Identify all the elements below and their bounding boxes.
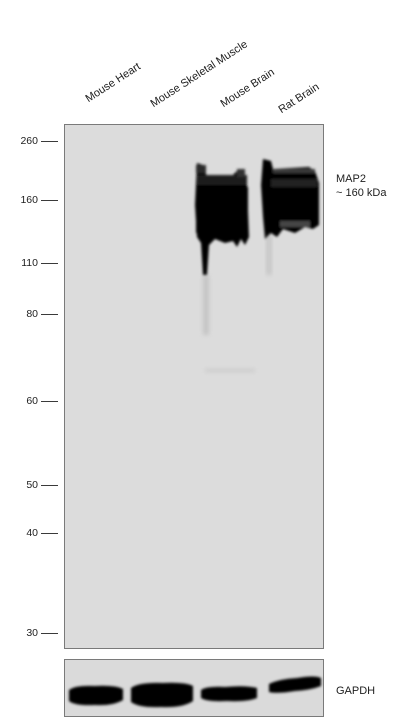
mw-marker-label: 80 [26, 308, 38, 320]
mw-marker-60: 60 [0, 395, 64, 407]
mw-marker-tick [41, 141, 58, 142]
gapdh-blot-bands [69, 676, 321, 708]
faint-smear-rat-brain [266, 235, 272, 275]
mw-marker-tick [41, 633, 58, 634]
band-gapdh-mouse-brain [201, 686, 257, 702]
mw-marker-80: 80 [0, 308, 64, 320]
mw-marker-tick [41, 485, 58, 486]
target-protein-label: MAP2 ~ 160 kDa [336, 172, 386, 200]
mw-marker-tick [41, 200, 58, 201]
mw-marker-40: 40 [0, 527, 64, 539]
faint-smear-mouse-brain [203, 275, 255, 372]
mw-marker-160: 160 [0, 194, 64, 206]
western-blot-main-panel [64, 124, 324, 649]
mw-marker-label: 260 [20, 135, 38, 147]
mw-marker-label: 110 [21, 257, 38, 269]
target-size: ~ 160 kDa [336, 187, 387, 199]
mw-marker-tick [41, 314, 58, 315]
mw-marker-110: 110 [0, 257, 64, 269]
mw-marker-label: 40 [26, 527, 38, 539]
mw-marker-label: 50 [26, 479, 38, 491]
lane-label-rat-brain: Rat Brain [276, 80, 322, 116]
band-gapdh-mouse-heart [69, 685, 123, 706]
western-blot-gapdh-panel [64, 659, 324, 717]
loading-control-label: GAPDH [336, 685, 376, 697]
mw-marker-tick [41, 533, 58, 534]
band-gapdh-mouse-skeletal-muscle [131, 682, 193, 708]
mw-marker-tick [41, 263, 58, 264]
mw-marker-260: 260 [0, 135, 64, 147]
main-blot-bands [195, 159, 319, 372]
mw-marker-label: 30 [26, 627, 38, 639]
target-name: MAP2 [336, 173, 366, 185]
mw-marker-label: 160 [20, 194, 38, 206]
mw-marker-label: 60 [26, 395, 38, 407]
mw-marker-tick [41, 401, 58, 402]
mw-marker-30: 30 [0, 627, 64, 639]
mw-marker-50: 50 [0, 479, 64, 491]
band-mouse-brain-map2 [195, 163, 249, 275]
lane-label-mouse-heart: Mouse Heart [83, 60, 143, 105]
band-gapdh-rat-brain [269, 676, 321, 693]
lane-label-mouse-brain: Mouse Brain [218, 66, 277, 110]
band-rat-brain-map2 [261, 159, 319, 239]
